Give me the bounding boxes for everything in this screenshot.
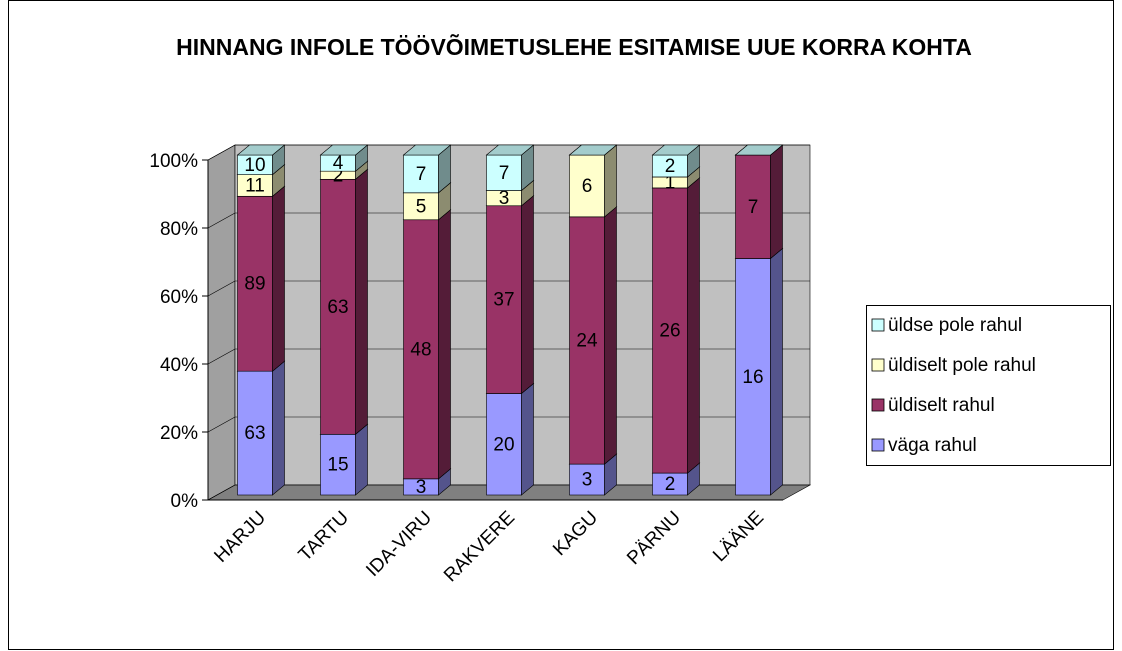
y-tick-label: 0% — [171, 491, 199, 512]
bar-segment — [569, 216, 605, 465]
data-label: 7 — [748, 197, 759, 218]
data-label: 26 — [659, 320, 680, 341]
legend-swatch — [871, 318, 885, 332]
data-label: 10 — [244, 155, 265, 176]
bar-side — [687, 177, 700, 474]
data-label: 63 — [327, 297, 348, 318]
data-label: 20 — [493, 434, 514, 455]
legend-label: üldiselt rahul — [888, 395, 995, 416]
bar-side — [355, 423, 368, 496]
legend — [866, 305, 1111, 466]
data-label: 3 — [582, 470, 593, 491]
data-label: 2 — [665, 474, 676, 495]
legend-label: üldiselt pole rahul — [888, 355, 1036, 376]
y-tick-label: 20% — [160, 423, 198, 444]
bar-side — [272, 360, 285, 496]
y-tick-label: 60% — [160, 287, 198, 308]
bar-segment — [569, 154, 605, 218]
legend-label: üldse pole rahul — [888, 315, 1022, 336]
data-label: 2 — [333, 165, 344, 186]
data-label: 4 — [333, 153, 344, 174]
bar-segment — [486, 154, 522, 191]
grid-line — [207, 416, 236, 433]
data-label: 1 — [665, 172, 676, 193]
grid-line — [207, 212, 236, 229]
bar-segment — [320, 178, 356, 435]
bar-segment — [237, 370, 273, 496]
bar-segment — [403, 192, 439, 221]
bar-side — [770, 144, 783, 260]
y-tick-label: 40% — [160, 355, 198, 376]
y-tick-label: 100% — [149, 151, 198, 172]
data-label: 7 — [416, 164, 427, 185]
data-label: 48 — [410, 339, 431, 360]
data-label: 37 — [493, 290, 514, 311]
bar-side — [604, 206, 617, 465]
grid-line — [207, 484, 236, 501]
left-wall — [207, 144, 236, 501]
data-label: 16 — [742, 367, 763, 388]
chart-title: HINNANG INFOLE TÖÖVÕIMETUSLEHE ESITAMISE… — [176, 34, 972, 60]
grid-line — [207, 348, 236, 365]
bar-top — [319, 144, 369, 156]
grid-line — [207, 144, 236, 161]
bar-side — [521, 382, 534, 496]
bar-side — [438, 209, 451, 480]
legend-swatch — [871, 438, 885, 452]
data-label: 15 — [327, 455, 348, 476]
data-label: 6 — [582, 176, 593, 197]
bar-top — [568, 144, 618, 156]
legend-swatch — [871, 358, 885, 372]
data-label: 3 — [499, 188, 510, 209]
bar-segment — [403, 154, 439, 194]
bar-top — [402, 144, 452, 156]
bar-side — [521, 195, 534, 395]
legend-label: väga rahul — [888, 435, 977, 456]
data-label: 24 — [576, 330, 598, 351]
bar-segment — [569, 463, 605, 496]
bar-side — [355, 168, 368, 435]
grid-line — [207, 280, 236, 297]
bar-side — [604, 144, 617, 218]
y-tick-label: 80% — [160, 219, 198, 240]
bar-segment — [237, 195, 273, 372]
data-label: 89 — [244, 274, 265, 295]
data-label: 2 — [665, 156, 676, 177]
bar-segment — [403, 219, 439, 480]
legend-swatch — [871, 398, 885, 412]
data-label: 63 — [244, 423, 265, 444]
data-label: 7 — [499, 163, 510, 184]
bar-segment — [735, 258, 771, 496]
bar-top — [651, 144, 701, 156]
data-label: 11 — [245, 175, 265, 196]
bar-side — [770, 247, 783, 496]
bar-side — [272, 185, 285, 372]
data-label: 3 — [416, 477, 427, 498]
data-label: 5 — [416, 196, 427, 217]
bar-top — [485, 144, 535, 156]
bar-top — [734, 144, 784, 156]
bar-top — [236, 144, 286, 156]
